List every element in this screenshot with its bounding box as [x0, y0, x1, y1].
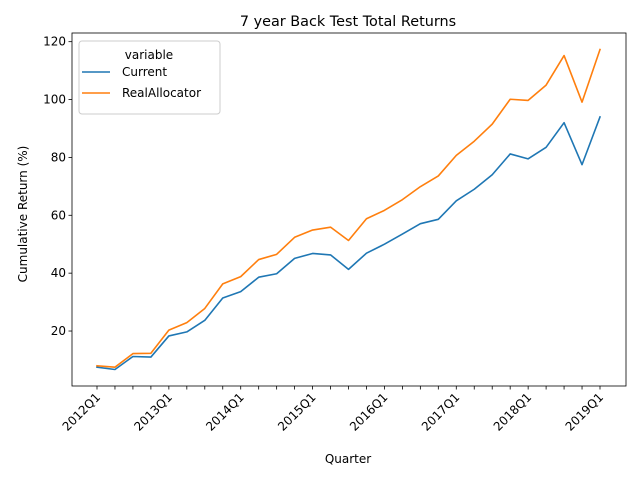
series-line-realallocator: [96, 48, 602, 368]
y-tick-label: 40: [51, 266, 66, 280]
y-tick-label: 60: [51, 208, 66, 222]
y-tick-label: 20: [51, 324, 66, 338]
y-tick-label: 80: [51, 150, 66, 164]
y-tick-label: 120: [43, 35, 66, 49]
legend-label-realallocator: RealAllocator: [122, 86, 201, 100]
y-axis-label: Cumulative Return (%): [16, 146, 30, 283]
x-axis-label: Quarter: [325, 452, 371, 466]
legend-title: variable: [125, 48, 173, 62]
axes-frame: [71, 32, 627, 387]
y-tick-label: 100: [43, 93, 66, 107]
legend: variable Current RealAllocator: [78, 40, 221, 115]
series-line-current: [96, 115, 602, 371]
legend-frame: [78, 40, 221, 115]
chart-title: 7 year Back Test Total Returns: [240, 14, 456, 30]
legend-label-current: Current: [122, 65, 167, 79]
